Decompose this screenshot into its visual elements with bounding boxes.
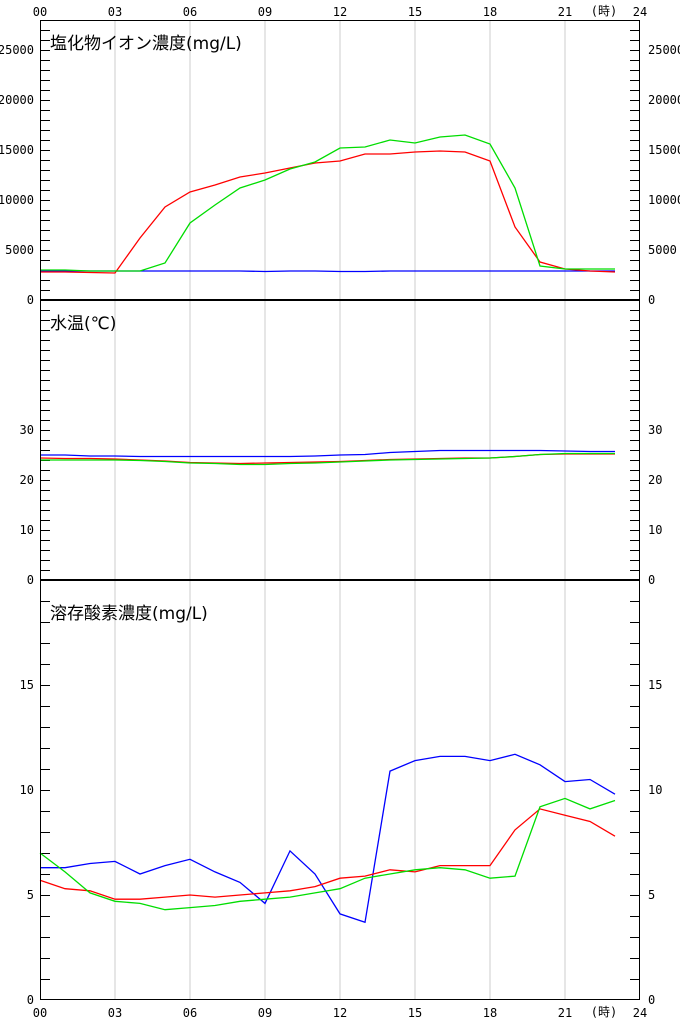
series-line-3: [40, 134, 615, 272]
y-tick-label-right: 15000: [648, 143, 680, 157]
y-tick-label-right: 5000: [648, 243, 677, 257]
x-tick-label-bottom: 06: [183, 1006, 197, 1020]
x-tick-label-bottom: 15: [408, 1006, 422, 1020]
series-line-2: [39, 808, 616, 900]
x-tick-label-top: 03: [108, 5, 122, 19]
panel-frame: [40, 300, 640, 580]
y-tick-label-left: 15000: [0, 143, 34, 157]
y-tick-label-right: 10: [648, 523, 662, 537]
y-tick-label-right: 15: [648, 678, 662, 692]
y-tick-label-left: 0: [27, 993, 34, 1007]
x-axis-unit-top: (時): [591, 4, 617, 18]
panel-title-chloride: 塩化物イオン濃度(mg/L): [50, 34, 242, 54]
top-x-axis: 00 03 06 09 12 15 18 21 (時) 24: [33, 4, 647, 19]
x-tick-label-bottom: 21: [558, 1006, 572, 1020]
panel-chloride: 0 0 5000 5000 10000 10000 15000 15000 20000 20000…: [0, 20, 680, 307]
bottom-x-axis: 00 03 06 09 12 15 18 21 (時) 24: [33, 1005, 647, 1020]
x-tick-label-top: 21: [558, 5, 572, 19]
y-tick-label-left: 25000: [0, 43, 34, 57]
series-line-1: [40, 753, 616, 924]
series-line-2: [40, 150, 616, 274]
x-tick-label-bottom: 00: [33, 1006, 47, 1020]
x-tick-label-bottom: 03: [108, 1006, 122, 1020]
y-tick-label-right: 10000: [648, 193, 680, 207]
y-tick-label-right: 30: [648, 423, 662, 437]
y-tick-label-right: 25000: [648, 43, 680, 57]
x-tick-label-bottom: 12: [333, 1006, 347, 1020]
series-line-3: [40, 452, 615, 466]
series-line-3: [39, 797, 616, 911]
x-tick-label-top: 18: [483, 5, 497, 19]
panel-title-dissolved-oxygen: 溶存酸素濃度(mg/L): [50, 604, 208, 624]
x-axis-unit-bottom: (時): [591, 1005, 617, 1019]
panel-dissolved-oxygen: 0 0 5 5 10 10 15 15: [20, 580, 662, 1007]
panel-frame: [40, 20, 640, 300]
y-tick-label-left: 0: [27, 293, 34, 307]
y-tick-label-left: 0: [27, 573, 34, 587]
panel-title-water-temp: 水温(℃): [50, 314, 116, 334]
x-tick-label-top: 15: [408, 5, 422, 19]
y-tick-label-right: 5: [648, 888, 655, 902]
x-tick-label-top: 06: [183, 5, 197, 19]
x-tick-label-top: 24: [633, 5, 647, 19]
series-line-1: [40, 449, 615, 458]
y-tick-label-right: 0: [648, 993, 655, 1007]
y-tick-label-left: 15: [20, 678, 34, 692]
y-tick-label-right: 0: [648, 293, 655, 307]
x-tick-label-top: 09: [258, 5, 272, 19]
y-tick-label-left: 10: [20, 783, 34, 797]
y-tick-label-right: 10: [648, 783, 662, 797]
panel-water-temp: 0 0 10 10 20 20 30 30: [20, 300, 662, 587]
y-tick-label-left: 5: [27, 888, 34, 902]
x-tick-label-bottom: 24: [633, 1006, 647, 1020]
panel-frame: [40, 580, 640, 1000]
y-tick-label-left: 5000: [5, 243, 34, 257]
x-tick-label-top: 12: [333, 5, 347, 19]
y-tick-label-left: 30: [20, 423, 34, 437]
x-tick-label-top: 00: [33, 5, 47, 19]
y-tick-label-left: 10: [20, 523, 34, 537]
y-tick-label-right: 20: [648, 473, 662, 487]
y-tick-label-right: 20000: [648, 93, 680, 107]
y-tick-label-right: 0: [648, 573, 655, 587]
y-tick-label-left: 10000: [0, 193, 34, 207]
y-tick-label-left: 20000: [0, 93, 34, 107]
x-tick-label-bottom: 09: [258, 1006, 272, 1020]
x-tick-label-bottom: 18: [483, 1006, 497, 1020]
y-tick-label-left: 20: [20, 473, 34, 487]
